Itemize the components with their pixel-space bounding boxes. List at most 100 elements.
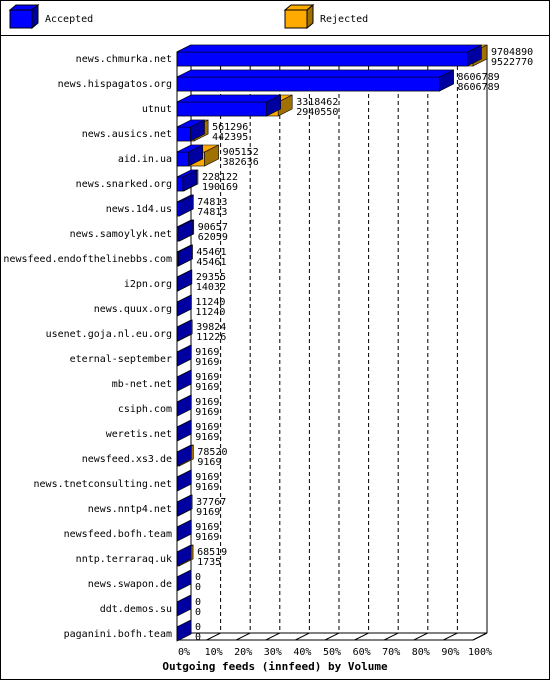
value-label: 9169 xyxy=(195,397,219,408)
y-tick-label: utnut xyxy=(142,104,172,115)
tick-mark xyxy=(413,632,429,641)
value-label: 29355 xyxy=(196,272,226,283)
value-label: 0 xyxy=(195,582,201,593)
legend-swatch xyxy=(8,3,40,30)
bar xyxy=(176,344,192,367)
value-label: 9169 xyxy=(196,507,220,518)
bar xyxy=(176,444,192,467)
bar xyxy=(176,619,192,642)
value-label: 0 xyxy=(195,632,201,643)
bar-side xyxy=(176,544,192,567)
tick-mark xyxy=(235,632,251,641)
value-label: 74813 xyxy=(197,207,227,218)
value-label: 11226 xyxy=(196,332,226,343)
bar-front xyxy=(176,51,468,67)
bar-side xyxy=(176,394,192,417)
value-label: 78520 xyxy=(197,447,227,458)
value-label: 74813 xyxy=(197,197,227,208)
bar xyxy=(176,519,192,542)
value-label: 39824 xyxy=(196,322,226,333)
y-tick-label: news.quux.org xyxy=(94,304,172,315)
bar-side xyxy=(176,619,192,642)
x-tick-label: 0% xyxy=(178,647,190,658)
y-tick-label: news.samoylyk.net xyxy=(70,229,172,240)
y-tick-label: csiph.com xyxy=(118,404,172,415)
value-label: 0 xyxy=(195,597,201,608)
bar-side xyxy=(178,244,193,267)
bar xyxy=(176,494,192,517)
bar xyxy=(176,194,194,217)
y-tick-label: mb-net.net xyxy=(112,379,172,390)
bar xyxy=(176,144,203,167)
value-label: 9169 xyxy=(195,382,219,393)
bar-side xyxy=(177,294,192,317)
y-tick-label: weretis.net xyxy=(106,429,172,440)
bar-front xyxy=(176,76,440,92)
bar-front xyxy=(176,126,191,142)
value-label: 9169 xyxy=(197,457,221,468)
bar-front xyxy=(176,201,180,217)
bar xyxy=(176,94,281,117)
bar xyxy=(176,319,192,342)
value-label: 9169 xyxy=(195,347,219,358)
x-tick-label: 80% xyxy=(412,647,430,658)
value-label: 9169 xyxy=(195,522,219,533)
bar xyxy=(176,594,192,617)
bar-top xyxy=(176,94,281,103)
y-tick-label: news.nntp4.net xyxy=(88,504,172,515)
bar-side xyxy=(277,94,293,117)
value-label: 9704890 xyxy=(491,47,533,58)
x-tick-label: 20% xyxy=(234,647,252,658)
value-label: 442395 xyxy=(212,132,248,143)
value-label: 11240 xyxy=(195,307,225,318)
value-label: 905152 xyxy=(223,147,259,158)
value-label: 9522770 xyxy=(491,57,533,68)
x-tick-label: 90% xyxy=(441,647,459,658)
value-label: 228122 xyxy=(202,172,238,183)
y-tick-label: ddt.demos.su xyxy=(100,604,172,615)
bar-front xyxy=(176,101,267,117)
bar-side xyxy=(204,144,219,167)
bar xyxy=(176,394,192,417)
bar-side xyxy=(190,119,205,142)
y-tick-label: news.snarked.org xyxy=(76,179,172,190)
value-label: 8606789 xyxy=(458,72,500,83)
x-tick-label: 70% xyxy=(382,647,400,658)
y-tick-label: nntp.terraraq.uk xyxy=(76,554,172,565)
x-tick-label: 30% xyxy=(264,647,282,658)
bar-side xyxy=(176,419,192,442)
bar xyxy=(176,44,482,67)
bar-side xyxy=(176,344,192,367)
value-label: 90657 xyxy=(198,222,228,233)
value-label: 9169 xyxy=(195,422,219,433)
value-label: 0 xyxy=(195,607,201,618)
bar-side xyxy=(188,144,203,167)
bar xyxy=(176,69,454,92)
swatch-side xyxy=(31,3,39,30)
tick-mark xyxy=(354,632,369,641)
value-label: 45461 xyxy=(196,257,226,268)
x-tick-label: 50% xyxy=(323,647,341,658)
tick-mark xyxy=(472,632,488,641)
bar-side xyxy=(439,69,454,92)
value-label: 561296 xyxy=(212,122,248,133)
value-label: 45461 xyxy=(196,247,226,258)
bar-side xyxy=(178,219,194,242)
x-tick-label: 60% xyxy=(353,647,371,658)
bar-side xyxy=(176,519,192,542)
bar-side xyxy=(178,194,194,217)
value-label: 9169 xyxy=(195,372,219,383)
value-label: 11240 xyxy=(195,297,225,308)
bar-side xyxy=(177,319,192,342)
y-tick-label: eternal-september xyxy=(70,354,172,365)
y-tick-label: news.hispagatos.org xyxy=(58,79,172,90)
tick-mark xyxy=(295,632,310,641)
y-tick-label: i2pn.org xyxy=(124,279,172,290)
value-label: 37767 xyxy=(196,497,226,508)
bar xyxy=(176,119,205,142)
bar-side xyxy=(266,94,281,117)
bar xyxy=(176,544,192,567)
value-label: 8606789 xyxy=(458,82,500,93)
value-label: 3318462 xyxy=(296,97,338,108)
chart-title: Outgoing feeds (innfeed) by Volume xyxy=(162,660,388,673)
